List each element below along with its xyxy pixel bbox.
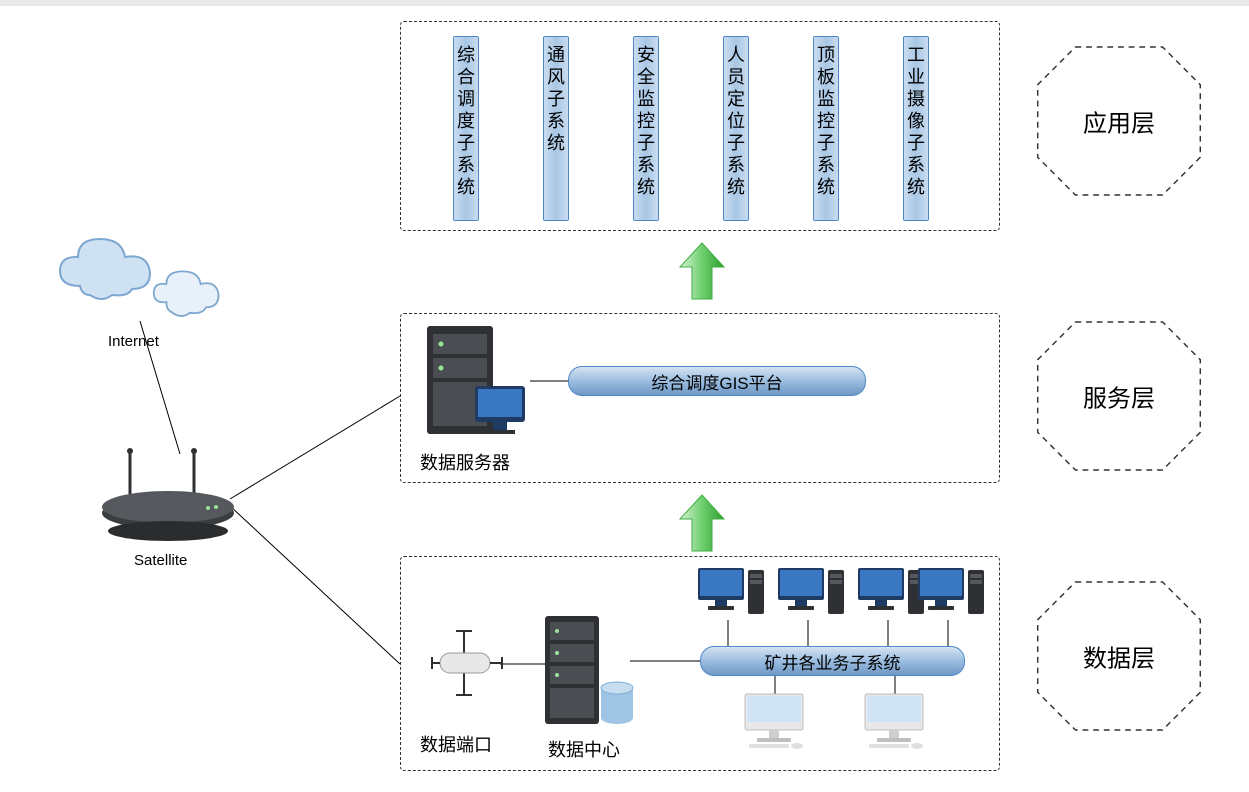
cloud-icon [60, 239, 219, 316]
data-server-label: 数据服务器 [420, 449, 510, 475]
biz-subsystems-label: 矿井各业务子系统 [765, 649, 901, 674]
arrow-up-icon [680, 243, 724, 299]
subsystem-label: 顶板监控子系统 [816, 44, 836, 198]
subsystem-label: 通风子系统 [546, 44, 566, 154]
arrow-up-icon [680, 495, 724, 551]
data-layer-octagon: 数据层 [1034, 581, 1204, 731]
data-port-label: 数据端口 [420, 731, 492, 757]
subsystem-label: 安全监控子系统 [636, 44, 656, 198]
subsystem-label: 综合调度子系统 [456, 44, 476, 198]
gis-platform-label: 综合调度GIS平台 [651, 369, 782, 394]
router-icon [102, 448, 234, 541]
service-layer-label: 服务层 [1083, 379, 1155, 414]
subsystem-label: 人员定位子系统 [726, 44, 746, 198]
app-layer-octagon: 应用层 [1034, 46, 1204, 196]
gis-platform-pill: 综合调度GIS平台 [568, 366, 866, 396]
internet-label: Internet [108, 333, 159, 350]
subsystem-label: 工业摄像子系统 [906, 44, 926, 198]
data-center-label: 数据中心 [548, 736, 620, 762]
service-layer-octagon: 服务层 [1034, 321, 1204, 471]
data-layer-label: 数据层 [1083, 639, 1155, 674]
satellite-label: Satellite [134, 552, 187, 569]
biz-subsystems-pill: 矿井各业务子系统 [700, 646, 965, 676]
app-layer-label: 应用层 [1083, 104, 1155, 139]
